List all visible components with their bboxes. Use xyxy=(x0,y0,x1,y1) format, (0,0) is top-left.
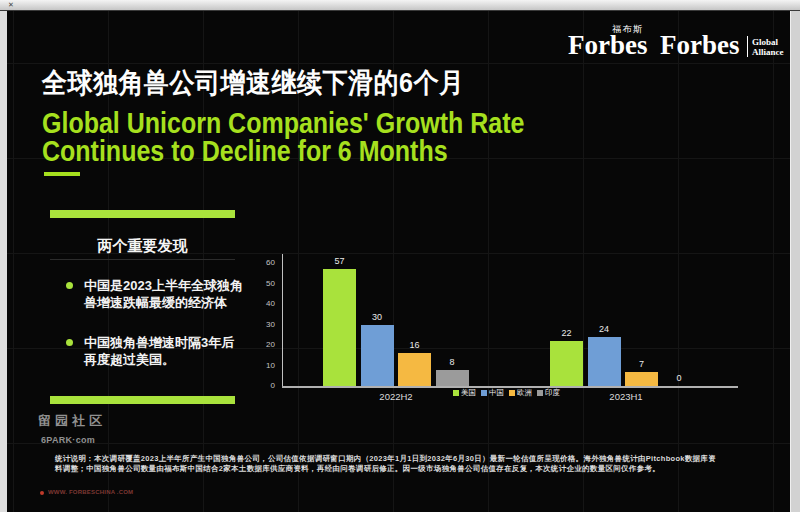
legend-label: 美国 xyxy=(461,388,476,398)
legend-item: 印度 xyxy=(537,388,560,398)
bar-value-label: 8 xyxy=(432,357,472,367)
legend-item: 中国 xyxy=(481,388,504,398)
legend-swatch xyxy=(537,390,543,396)
bullet-dot xyxy=(66,339,73,346)
finding-item: 中国是2023上半年全球独角 兽增速跌幅最缓的经济体 xyxy=(84,277,249,311)
legend-swatch xyxy=(453,390,459,396)
page-title-chinese: 全球独角兽公司增速继续下滑的6个月 xyxy=(42,64,464,100)
footer-red-dot xyxy=(40,491,44,495)
y-tick-label: 60 xyxy=(249,258,275,268)
legend-label: 中国 xyxy=(489,388,504,398)
watermark-site: 6PARK·com xyxy=(41,435,95,445)
legend-item: 美国 xyxy=(453,388,476,398)
chart-y-axis xyxy=(282,254,283,387)
right-edge-strip xyxy=(790,10,800,512)
bar-value-label: 57 xyxy=(320,256,360,266)
global-alliance-text: GlobalAlliance xyxy=(752,37,784,57)
y-tick-label: 10 xyxy=(249,361,275,371)
bottom-green-bar xyxy=(50,396,235,404)
bar-美国-2022H2 xyxy=(323,269,356,386)
footer-url[interactable]: WWW. FORBESCHINA .COM xyxy=(48,489,133,495)
bar-欧洲-2023H1 xyxy=(625,372,658,386)
bar-value-label: 22 xyxy=(547,328,587,338)
slide-canvas: 福布斯 Forbes Forbes GlobalAlliance 全球独角兽公司… xyxy=(7,11,790,512)
legend-swatch xyxy=(509,390,515,396)
findings-top-bar xyxy=(50,210,235,218)
legend-swatch xyxy=(481,390,487,396)
window-topbar: ✕ xyxy=(0,0,800,11)
bar-印度-2022H2 xyxy=(436,370,469,386)
finding-item: 中国独角兽增速时隔3年后 再度超过美国。 xyxy=(84,334,249,368)
logo-divider xyxy=(747,36,748,57)
legend-label: 欧洲 xyxy=(517,388,532,398)
y-tick-label: 50 xyxy=(249,279,275,289)
legend-label: 印度 xyxy=(545,388,560,398)
bar-value-label: 30 xyxy=(357,312,397,322)
forbes-wordmark: Forbes xyxy=(568,30,647,61)
watermark-cn: 留园社区 xyxy=(38,412,106,430)
y-tick-label: 30 xyxy=(249,320,275,330)
bar-欧洲-2022H2 xyxy=(398,353,431,386)
bar-中国-2023H1 xyxy=(588,337,621,386)
findings-heading: 两个重要发现 xyxy=(50,237,235,256)
bar-美国-2023H1 xyxy=(550,341,583,386)
bullet-dot xyxy=(66,282,73,289)
title-underline xyxy=(44,172,80,176)
left-edge-strip xyxy=(0,10,7,512)
bar-value-label: 7 xyxy=(622,359,662,369)
footnote-text: 统计说明：本次调研覆盖2023上半年所产生中国独角兽公司，公司估值依据调研窗口期… xyxy=(55,454,800,473)
window-control-mark[interactable]: ✕ xyxy=(8,1,14,9)
bar-value-label: 0 xyxy=(659,373,699,383)
x-category-label: 2022H2 xyxy=(361,391,431,402)
y-tick-label: 0 xyxy=(249,381,275,391)
forbes-wordmark-2: Forbes xyxy=(660,30,739,61)
findings-divider xyxy=(50,259,235,260)
bar-value-label: 16 xyxy=(395,340,435,350)
page-title-english: Global Unicorn Companies' Growth RateCon… xyxy=(42,108,524,164)
legend-item: 欧洲 xyxy=(509,388,532,398)
y-tick-label: 40 xyxy=(249,299,275,309)
y-tick-label: 20 xyxy=(249,340,275,350)
bar-中国-2022H2 xyxy=(361,325,394,386)
bar-value-label: 24 xyxy=(584,324,624,334)
chart-legend: 美国 中国 欧洲 印度 xyxy=(453,388,560,398)
x-category-label: 2023H1 xyxy=(591,391,661,402)
